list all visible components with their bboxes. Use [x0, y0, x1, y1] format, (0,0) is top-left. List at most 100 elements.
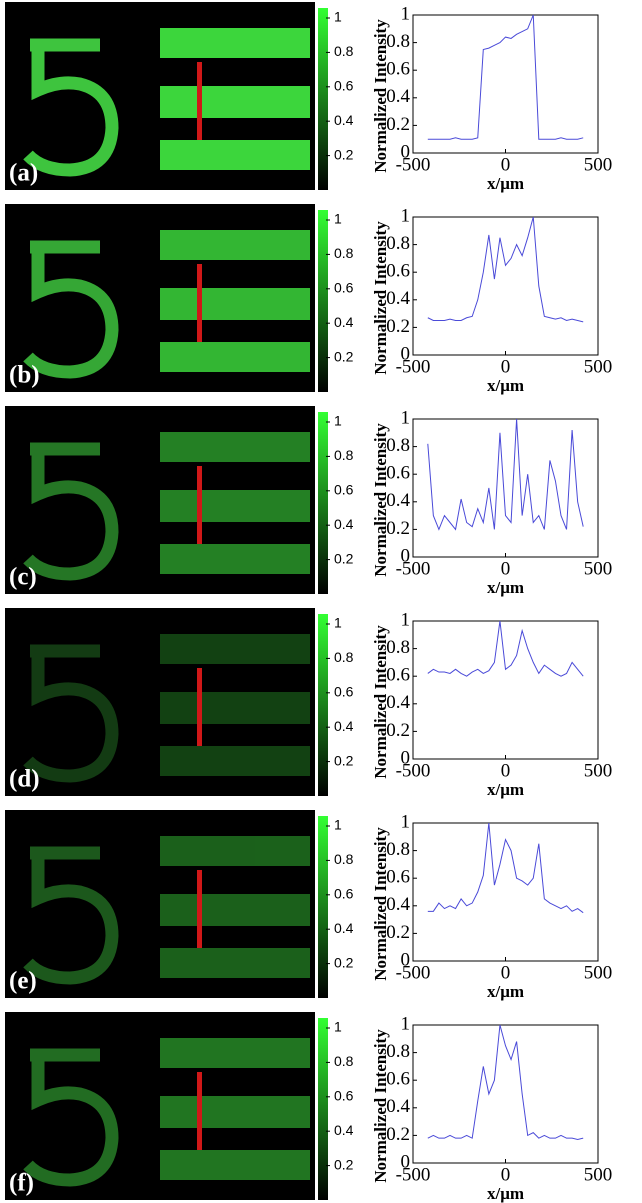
x-axis-label: x/μm: [487, 780, 524, 799]
stripe: [160, 948, 310, 978]
profile-line: [197, 466, 202, 544]
profile-line: [197, 1072, 202, 1150]
panel-label: (c): [9, 564, 37, 591]
digit-shape: [23, 38, 119, 177]
stripe: [160, 746, 310, 776]
y-tick-label: 1: [401, 609, 411, 630]
y-tick-label: 0.6: [386, 59, 410, 80]
profile-curve: [427, 418, 584, 531]
y-tick-label: 0.2: [386, 316, 410, 337]
colorbar-tick-label: 0.2: [334, 146, 354, 162]
digit-shape: [23, 1048, 119, 1187]
colorbar-tick-label: 0.6: [334, 482, 354, 498]
image-content: [23, 1038, 310, 1187]
y-tick-label: 0.2: [386, 518, 410, 539]
plot-frame: [412, 418, 599, 558]
y-tick-label: 0.2: [386, 922, 410, 943]
colorbar-tick-label: 0.6: [334, 280, 354, 296]
panel-label: (d): [9, 766, 40, 793]
colorbar-tick-label: 1: [334, 413, 342, 429]
stripe: [160, 490, 310, 522]
panel-label: (b): [9, 362, 40, 389]
x-tick-label: 500: [584, 558, 613, 579]
image-content: [23, 230, 310, 379]
x-tick-label: -500: [396, 1164, 431, 1185]
x-tick-label: -500: [396, 356, 431, 377]
y-tick-label: 0.8: [386, 637, 410, 658]
colorbar-tick-label: 1: [334, 211, 342, 227]
colorbar-tick-label: 0.4: [334, 1122, 354, 1138]
y-axis-label: Normalized Intensity: [371, 19, 390, 173]
stripe: [160, 342, 310, 372]
colorbar-tick-label: 0.2: [334, 954, 354, 970]
digit-shape: [23, 846, 119, 985]
image-background: [5, 810, 315, 998]
colorbar-tick-label: 0.8: [334, 851, 354, 867]
y-tick-label: 1: [401, 407, 411, 428]
y-tick-label: 0: [401, 545, 411, 566]
x-tick-label: -500: [396, 154, 431, 175]
profile-line: [197, 668, 202, 746]
y-tick-label: 0.4: [386, 490, 410, 511]
colorbar-tick-label: 1: [334, 817, 342, 833]
x-tick-label: 0: [501, 558, 511, 579]
y-tick-label: 1: [401, 1013, 411, 1034]
y-tick-label: 0.4: [386, 692, 410, 713]
colorbar-tick-label: 1: [334, 1019, 342, 1035]
x-tick-label: 0: [501, 760, 511, 781]
y-axis-label: Normalized Intensity: [371, 1029, 390, 1183]
image-background: [5, 608, 315, 796]
colorbar-tick-label: 0.6: [334, 886, 354, 902]
stripe: [160, 432, 310, 462]
colorbar: [318, 412, 328, 594]
colorbar-tick-label: 0.6: [334, 1088, 354, 1104]
x-axis-label: x/μm: [487, 174, 524, 193]
y-tick-label: 0.4: [386, 894, 410, 915]
y-tick-label: 1: [401, 811, 411, 832]
plot-frame: [412, 216, 599, 356]
x-axis-label: x/μm: [487, 578, 524, 597]
y-tick-label: 0.8: [386, 233, 410, 254]
y-tick-label: 0.4: [386, 86, 410, 107]
stripe: [160, 28, 310, 58]
colorbar-tick-label: 0.4: [334, 718, 354, 734]
colorbar-tick-label: 0.8: [334, 649, 354, 665]
x-tick-label: 500: [584, 1164, 613, 1185]
colorbar-tick-label: 0.4: [334, 112, 354, 128]
x-axis-label: x/μm: [487, 982, 524, 1001]
colorbar: [318, 614, 328, 796]
x-tick-label: 0: [501, 1164, 511, 1185]
y-tick-label: 0: [401, 141, 411, 162]
y-tick-label: 1: [401, 3, 411, 24]
y-tick-label: 0.6: [386, 1069, 410, 1090]
panel-label: (f): [9, 1170, 34, 1197]
y-axis-label: Normalized Intensity: [371, 625, 390, 779]
y-tick-label: 0: [401, 949, 411, 970]
x-tick-label: 0: [501, 356, 511, 377]
stripe: [160, 634, 310, 664]
stripe: [160, 544, 310, 574]
colorbar: [318, 1018, 328, 1200]
stripe: [160, 894, 310, 926]
y-tick-label: 1: [401, 205, 411, 226]
x-tick-label: 500: [584, 356, 613, 377]
colorbar-tick-label: 0.6: [334, 78, 354, 94]
y-tick-label: 0: [401, 343, 411, 364]
y-tick-label: 0.2: [386, 1124, 410, 1145]
y-tick-label: 0.8: [386, 1041, 410, 1062]
stripe: [160, 1038, 310, 1068]
stripe: [160, 288, 310, 320]
colorbar-tick-label: 0.4: [334, 920, 354, 936]
colorbar-tick-label: 0.8: [334, 245, 354, 261]
panel-label: (e): [9, 968, 37, 995]
stripe: [160, 1096, 310, 1128]
colorbar-tick-label: 0.4: [334, 314, 354, 330]
profile-line: [197, 870, 202, 948]
colorbar-tick-label: 0.2: [334, 348, 354, 364]
profile-line: [197, 264, 202, 342]
colorbar-tick-label: 0.6: [334, 684, 354, 700]
